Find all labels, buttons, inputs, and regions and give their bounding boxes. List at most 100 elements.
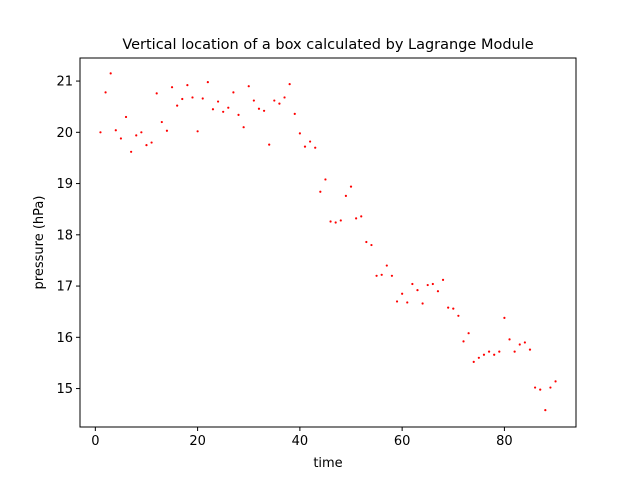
data-point (508, 338, 511, 341)
data-point (493, 353, 496, 356)
data-point (498, 350, 501, 353)
data-point (196, 130, 199, 133)
y-tick-label: 21 (56, 75, 73, 90)
data-point (140, 131, 143, 134)
data-point (518, 343, 521, 346)
data-point (549, 386, 552, 389)
data-point (467, 332, 470, 335)
data-point (170, 86, 174, 89)
data-point (365, 240, 368, 244)
data-point (452, 307, 455, 310)
data-point (554, 380, 557, 383)
chart-title: Vertical location of a box calculated by… (122, 37, 533, 53)
x-tick-label: 0 (91, 434, 99, 449)
data-point (477, 356, 480, 359)
data-point (293, 112, 296, 115)
y-tick-label: 20 (56, 126, 73, 141)
data-point (462, 340, 465, 343)
data-point (380, 273, 383, 276)
data-point (278, 102, 281, 105)
data-point (441, 278, 445, 282)
data-point (181, 97, 184, 101)
data-point (268, 143, 271, 146)
data-point (155, 92, 158, 95)
data-point (324, 178, 327, 181)
data-point (401, 292, 404, 295)
data-point (242, 126, 245, 129)
data-point (385, 264, 388, 267)
data-point (114, 129, 117, 132)
data-point (375, 274, 378, 277)
data-point (247, 85, 250, 88)
data-point (416, 289, 419, 292)
data-point (216, 100, 220, 103)
y-tick-label: 16 (56, 331, 73, 346)
data-point (99, 131, 102, 134)
data-point (503, 316, 506, 319)
data-point (314, 146, 317, 149)
data-point (186, 84, 189, 87)
data-point (370, 243, 373, 247)
x-tick-label: 20 (189, 434, 206, 449)
data-point (160, 120, 163, 124)
data-point (544, 408, 547, 412)
data-points (99, 72, 557, 412)
y-tick-label: 15 (56, 382, 73, 397)
data-point (513, 350, 516, 353)
data-point (165, 129, 169, 132)
x-tick-label: 40 (292, 434, 309, 449)
data-point (273, 99, 276, 102)
data-point (431, 282, 434, 286)
data-point (411, 282, 414, 286)
data-point (145, 144, 148, 147)
data-point (124, 115, 128, 119)
data-point (227, 106, 230, 109)
y-tick-label: 18 (56, 228, 73, 243)
data-point (262, 109, 266, 112)
plot-area-frame (79, 57, 577, 428)
data-point (329, 220, 332, 223)
data-point (319, 190, 322, 193)
x-axis-label: time (313, 456, 342, 471)
data-point (436, 290, 440, 293)
data-point (211, 108, 215, 111)
data-point (109, 72, 112, 75)
data-point (130, 150, 133, 153)
data-point (426, 283, 429, 287)
data-point (390, 274, 394, 277)
data-point (303, 145, 307, 148)
data-point (206, 80, 209, 84)
data-point (257, 107, 261, 110)
data-point (360, 215, 363, 218)
data-point (283, 96, 286, 99)
data-point (487, 350, 491, 353)
data-point (539, 388, 542, 391)
data-point (252, 99, 255, 102)
data-point (349, 185, 353, 188)
data-point (421, 302, 424, 305)
data-point (523, 341, 526, 344)
data-point (150, 141, 153, 144)
y-tick-label: 19 (56, 177, 73, 192)
x-tick-label: 60 (394, 434, 411, 449)
data-point (288, 83, 291, 86)
y-tick-label: 17 (56, 280, 73, 295)
data-point (232, 91, 235, 94)
data-point (176, 104, 179, 107)
data-point (222, 110, 225, 113)
data-point (237, 113, 240, 116)
data-point (298, 132, 301, 135)
data-point (104, 91, 107, 94)
data-point (334, 221, 337, 224)
data-point (447, 306, 450, 309)
data-point (309, 140, 312, 143)
data-point (528, 348, 532, 351)
data-point (482, 353, 486, 356)
data-point (191, 96, 194, 99)
data-point (344, 194, 347, 197)
x-axis-ticks: 0 20 40 60 80 (91, 427, 513, 449)
y-axis-ticks: 15 16 17 18 19 20 21 (56, 75, 80, 397)
data-point (119, 137, 123, 140)
